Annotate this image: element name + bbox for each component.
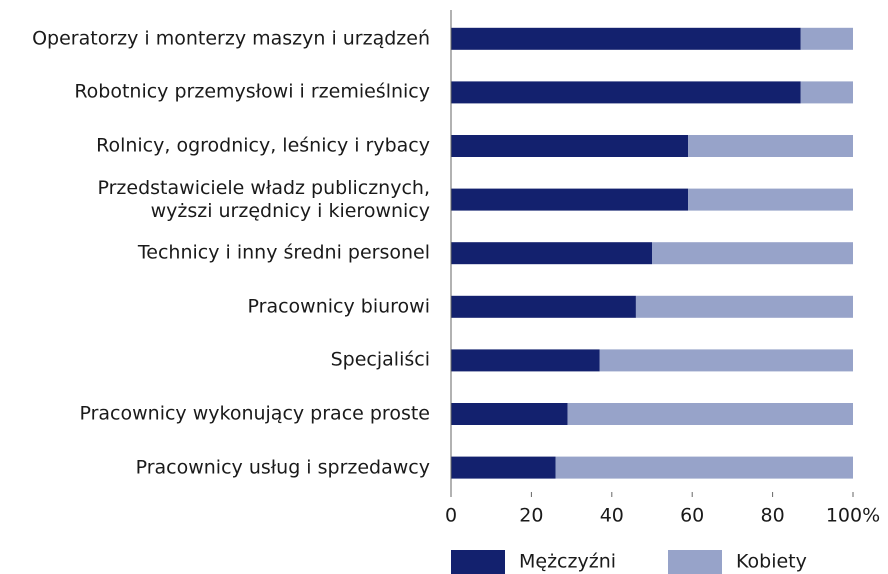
x-tick-label: 0 xyxy=(445,505,457,527)
category-label: Przedstawiciele władz publicznych, wyższ… xyxy=(97,176,431,222)
bar xyxy=(567,403,853,425)
legend-label: Kobiety xyxy=(736,551,807,573)
legend-swatch xyxy=(668,550,722,574)
x-tick-label: 80 xyxy=(761,505,785,527)
x-tick-label: 60 xyxy=(680,505,704,527)
x-tick-label: 20 xyxy=(519,505,543,527)
bar xyxy=(800,27,853,50)
bar xyxy=(451,242,652,265)
category-label: Pracownicy biurowi xyxy=(247,295,430,318)
bar xyxy=(652,242,853,265)
x-tick-label: 40 xyxy=(600,505,624,527)
legend-swatch xyxy=(451,550,505,574)
legend-label: Mężczyźni xyxy=(519,551,616,573)
bar xyxy=(555,456,853,479)
category-label: Specjaliści xyxy=(330,348,430,371)
bar xyxy=(451,135,689,157)
bar xyxy=(599,349,853,372)
category-label: Rolnicy, ogrodnicy, leśnicy i rybacy xyxy=(96,134,430,157)
bar xyxy=(688,135,853,157)
category-label: Pracownicy wykonujący prace proste xyxy=(79,402,430,425)
bar xyxy=(635,295,853,318)
category-label: Pracownicy usług i sprzedawcy xyxy=(135,456,430,479)
bar xyxy=(451,349,600,372)
category-label: Robotnicy przemysłowi i rzemieślnicy xyxy=(74,80,430,103)
bar xyxy=(800,81,853,104)
bar xyxy=(451,456,556,479)
bar xyxy=(451,188,689,211)
x-tick-label: 100% xyxy=(826,505,880,527)
category-label: Operatorzy i monterzy maszyn i urządzeń xyxy=(32,27,430,50)
category-label: Technicy i inny średni personel xyxy=(137,241,430,264)
bar xyxy=(688,188,853,211)
bar xyxy=(451,295,636,318)
bar xyxy=(451,27,801,50)
bar xyxy=(451,403,568,425)
bar xyxy=(451,81,801,104)
